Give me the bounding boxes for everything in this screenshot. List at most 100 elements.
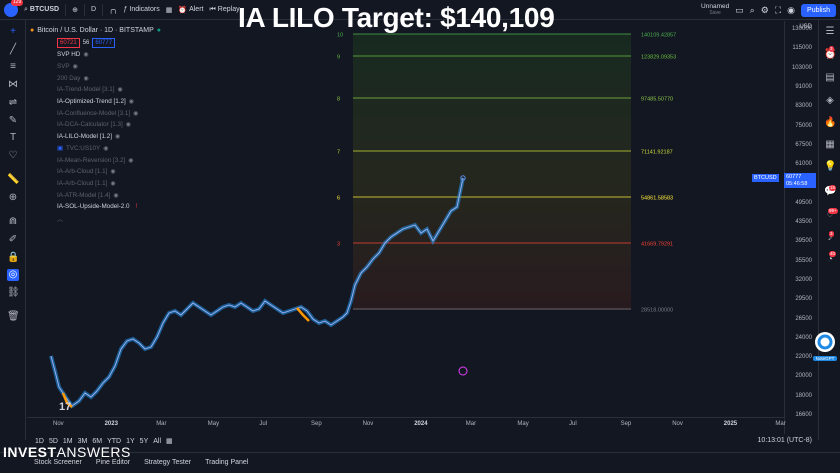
fib-levels: 10 140109.42857 9 123829.09353 8 97485.50770 7…: [337, 33, 676, 314]
buy-price[interactable]: 60777: [92, 37, 116, 48]
range-button[interactable]: 1M: [62, 437, 73, 445]
range-button[interactable]: 5D: [48, 437, 58, 445]
fib-level-value: 41669.79291: [641, 242, 673, 248]
time-tick: Sep: [620, 421, 632, 427]
eye-icon[interactable]: ◉: [133, 110, 139, 117]
range-button[interactable]: 5Y: [139, 437, 149, 445]
ideas-icon[interactable]: 💡: [824, 161, 837, 172]
fullscreen-icon[interactable]: ⛶: [774, 4, 782, 15]
range-button[interactable]: 3M: [77, 437, 88, 445]
data-window-icon[interactable]: ▤: [825, 72, 835, 83]
zoom-icon[interactable]: ⊕: [8, 192, 18, 203]
layout-grid-icon[interactable]: ▭: [735, 4, 744, 15]
notegpt-widget[interactable]: NoteGPT: [813, 331, 837, 361]
hotlist-icon[interactable]: 🔥: [824, 117, 837, 128]
calendar-icon[interactable]: ▦: [825, 139, 835, 150]
chat-icon[interactable]: 💬: [824, 186, 837, 197]
divider: [65, 3, 67, 16]
error-icon[interactable]: !: [135, 203, 138, 210]
indicator-row[interactable]: IA-SOL-Upside-Model-2.0!: [57, 201, 161, 213]
camera-icon[interactable]: ◉: [787, 4, 796, 15]
interval-button[interactable]: D: [91, 6, 96, 13]
notifications-icon[interactable]: ♪: [827, 232, 833, 243]
eye-icon[interactable]: ◉: [113, 192, 119, 199]
indicator-row[interactable]: 200 Day ◉: [57, 72, 161, 84]
eye-icon[interactable]: ◉: [110, 169, 116, 176]
eye-icon[interactable]: ◉: [72, 64, 78, 71]
range-button[interactable]: 6M: [92, 437, 103, 445]
eye-icon[interactable]: ◉: [83, 75, 89, 82]
eye-icon[interactable]: ◉: [128, 157, 134, 164]
projection-icon[interactable]: ⇌: [8, 97, 18, 108]
text-icon[interactable]: T: [9, 132, 17, 143]
layout-name[interactable]: Unnamed Save: [701, 3, 729, 17]
pencil-lock-icon[interactable]: ✐: [8, 234, 18, 245]
eye-icon[interactable]: ◉: [103, 145, 109, 152]
time-axis[interactable]: Nov 2023 Mar May Jul Sep Nov 2024 Mar May Jul Sep No…: [27, 417, 786, 433]
eye-icon[interactable]: ◉: [117, 87, 123, 94]
link-icon[interactable]: ⛓: [7, 287, 20, 298]
eye-icon[interactable]: ◉: [114, 134, 121, 141]
sell-price[interactable]: 60721: [57, 37, 80, 48]
event-marker[interactable]: [458, 366, 468, 376]
indicator-row[interactable]: IA-LILO-Model [1.2] ◉: [57, 131, 161, 143]
indicator-row[interactable]: IA-Mean-Reversion [3.2] ◉: [57, 154, 161, 166]
search-icon: ⌕: [24, 5, 28, 13]
pattern-icon[interactable]: ⋈: [8, 79, 18, 90]
indicators-button[interactable]: ƒ Indicators: [123, 6, 159, 13]
footer-tab[interactable]: Trading Panel: [205, 459, 249, 466]
chart-type-button[interactable]: ╭╮: [109, 6, 117, 14]
range-button[interactable]: 1Y: [126, 437, 135, 445]
collapse-legend-button[interactable]: ︿: [57, 215, 64, 223]
indicator-row[interactable]: IA-Trend-Model [3.1] ◉: [57, 84, 161, 96]
layers-icon[interactable]: ◈: [826, 95, 834, 106]
time-tick: Mar: [775, 421, 786, 427]
price-axis[interactable]: USD 130000 115000 103000 91000 83000 75000 675…: [784, 21, 818, 434]
indicator-row[interactable]: IA-Optimized-Trend [1.2] ◉: [57, 96, 161, 108]
search-icon[interactable]: ⌕: [749, 4, 755, 15]
indicator-row[interactable]: IA-Confluence-Model [3.1] ◉: [57, 107, 161, 119]
indicator-row[interactable]: SVP HD ◉: [57, 49, 161, 61]
eye-icon[interactable]: ◉: [110, 180, 116, 187]
indicator-row[interactable]: IA-ATR-Model [1.4] ◉: [57, 189, 161, 201]
lock-icon[interactable]: 🔒: [7, 252, 20, 263]
templates-button[interactable]: ▦: [166, 6, 173, 14]
help-icon[interactable]: ◔: [826, 254, 834, 265]
footer-tab[interactable]: Stock Screener: [34, 459, 82, 466]
indicator-row[interactable]: ▣ TVC:US10Y ◉: [57, 143, 161, 155]
indicator-row[interactable]: IA-Arb-Cloud [1.1] ◉: [57, 166, 161, 178]
footer-tab[interactable]: Strategy Tester: [144, 459, 192, 466]
eye-icon[interactable]: ◉: [83, 52, 89, 59]
indicator-row[interactable]: SVP ◉: [57, 61, 161, 73]
fib-icon[interactable]: ≡: [10, 61, 16, 72]
footer-tab[interactable]: Pine Editor: [95, 459, 131, 466]
trendline-icon[interactable]: ╱: [9, 44, 17, 55]
replay-button[interactable]: ⏮ Replay: [209, 6, 239, 14]
price-chart[interactable]: 10 140109.42857 9 123829.09353 8 97485.50770 7…: [27, 21, 784, 434]
publish-button[interactable]: Publish: [801, 3, 836, 17]
brush-icon[interactable]: ✎: [8, 115, 18, 126]
alarm-icon[interactable]: ⏰: [824, 49, 837, 60]
range-button[interactable]: All: [153, 437, 162, 445]
eye-toggle-icon[interactable]: ◎: [7, 269, 19, 281]
crosshair-icon[interactable]: +: [10, 26, 16, 37]
magnet-icon[interactable]: ⋒: [8, 216, 18, 227]
streams-icon[interactable]: ◌: [827, 209, 833, 220]
user-avatar[interactable]: 129: [4, 0, 24, 17]
heart-icon[interactable]: ♡: [8, 150, 18, 161]
clock[interactable]: 10:13:01 (UTC-8): [757, 437, 812, 444]
range-button[interactable]: 1D: [35, 437, 44, 445]
indicator-row[interactable]: IA-Arb-Cloud [1.1] ◉: [57, 178, 161, 190]
settings-icon[interactable]: ⚙: [760, 4, 769, 15]
compare-symbol-button[interactable]: ⊕: [72, 6, 78, 14]
watchlist-icon[interactable]: ☰: [825, 26, 835, 37]
alert-button[interactable]: ⏰ Alert: [178, 6, 203, 14]
calendar-icon[interactable]: ▦: [166, 438, 173, 445]
eye-icon[interactable]: ◉: [125, 122, 132, 129]
range-button[interactable]: YTD: [107, 437, 122, 445]
eye-icon[interactable]: ◉: [128, 99, 134, 106]
symbol-search[interactable]: ⌕ BTCUSD: [24, 6, 59, 14]
ruler-icon[interactable]: 📏: [7, 174, 20, 185]
indicator-row[interactable]: IA-DCA-Calculator [1.3] ◉: [57, 119, 161, 131]
trash-icon[interactable]: 🗑: [7, 311, 20, 322]
